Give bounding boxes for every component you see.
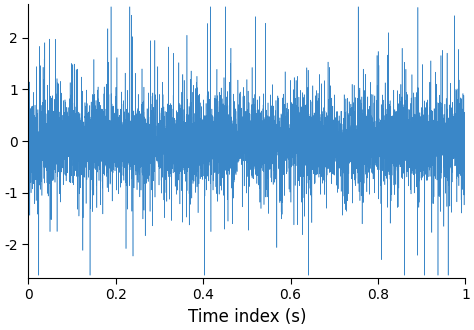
X-axis label: Time index (s): Time index (s) <box>188 308 306 326</box>
